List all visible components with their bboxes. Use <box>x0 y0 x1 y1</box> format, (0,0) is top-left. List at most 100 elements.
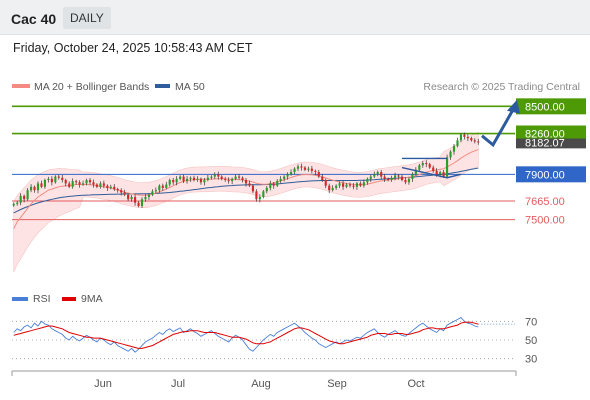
candle-body <box>33 186 36 191</box>
candle-body <box>130 197 133 200</box>
ma20-legend-swatch <box>12 84 30 88</box>
candle-body <box>335 185 338 188</box>
bollinger-band <box>13 132 479 273</box>
header-bar: Cac 40 DAILY <box>0 0 590 35</box>
candle-body <box>23 195 26 200</box>
candle-body <box>473 140 476 142</box>
report-datetime: Friday, October 24, 2025 10:58:43 AM CET <box>13 41 253 55</box>
candle-body <box>220 176 223 179</box>
candle-body <box>477 141 480 143</box>
month-label-Jul: Jul <box>171 378 185 390</box>
candle-body <box>289 172 293 175</box>
candle-body <box>366 178 369 183</box>
candle-body <box>418 165 421 170</box>
candle-body <box>269 183 272 188</box>
candle-body <box>258 197 261 200</box>
candle-body <box>393 175 397 178</box>
candle-body <box>428 164 431 168</box>
rsi-legend-label: RSI <box>33 293 51 305</box>
candle-body <box>425 163 428 165</box>
candle-body <box>466 136 469 139</box>
candle-body <box>68 183 71 187</box>
current-price-label: 8182.07 <box>525 137 565 149</box>
rsi-tick-50: 50 <box>525 335 537 347</box>
candle-body <box>303 167 307 170</box>
month-label-Oct: Oct <box>407 378 424 390</box>
candle-body <box>161 185 164 188</box>
level-label-7500.00: 7500.00 <box>525 215 565 227</box>
candle-body <box>231 178 234 182</box>
candle-body <box>331 187 334 191</box>
candle-body <box>439 172 442 175</box>
month-label-Aug: Aug <box>251 378 271 390</box>
candle-body <box>133 197 137 203</box>
candle-body <box>251 185 255 192</box>
credit-text: Research © 2025 Trading Central <box>423 81 580 93</box>
candle-body <box>43 180 47 187</box>
month-label-Sep: Sep <box>327 378 347 390</box>
candle-body <box>328 185 331 191</box>
candle-body <box>78 182 81 185</box>
candle-body <box>432 167 435 171</box>
candle-body <box>123 192 126 195</box>
candle-body <box>120 190 123 193</box>
ma50-legend-swatch <box>155 84 170 88</box>
level-label-7665.00: 7665.00 <box>525 196 565 208</box>
candle-body <box>189 177 192 179</box>
candle-body <box>411 174 414 179</box>
instrument-title: Cac 40 <box>11 11 57 27</box>
candle-body <box>213 174 216 177</box>
candle-body <box>387 178 390 180</box>
candle-body <box>421 163 424 166</box>
rsi-ma-legend-swatch <box>62 297 76 301</box>
candle-body <box>265 187 268 192</box>
candle-body <box>217 174 220 177</box>
candle-body <box>459 134 463 141</box>
candle-body <box>234 176 237 179</box>
tab-daily[interactable]: DAILY <box>63 7 111 29</box>
candle-body <box>310 168 313 171</box>
candle-body <box>175 178 178 183</box>
candle-body <box>92 182 95 185</box>
candle-body <box>88 180 92 183</box>
candle-body <box>248 183 251 186</box>
rsi-legend-swatch <box>12 297 28 301</box>
candle-body <box>359 183 362 186</box>
rsi-ma-line <box>13 321 479 349</box>
candle-body <box>470 138 473 141</box>
candle-body <box>279 178 282 182</box>
level-tag-7900.00 <box>516 166 586 183</box>
candle-body <box>241 177 244 180</box>
candle-body <box>109 186 112 188</box>
candle-body <box>414 169 417 175</box>
candle-body <box>463 134 466 137</box>
candle-body <box>127 194 130 200</box>
candle-body <box>151 191 154 195</box>
candle-body <box>50 178 53 183</box>
pattern-lower-line <box>401 166 462 179</box>
candle-body <box>452 146 456 152</box>
chart-legend: MA 20 + Bollinger Bands MA 50 Research ©… <box>12 81 580 93</box>
candle-body <box>255 191 258 200</box>
candle-body <box>321 176 324 180</box>
candle-body <box>456 140 459 146</box>
candle-body <box>210 176 213 178</box>
level-label-overlay: 8260.00 <box>525 129 565 141</box>
candle-body <box>369 176 372 179</box>
ma50-legend-label: MA 50 <box>175 81 205 93</box>
level-tag-overlay <box>516 125 586 139</box>
candle-body <box>12 203 15 206</box>
candle-body <box>390 177 393 180</box>
current-price-tag <box>516 136 586 149</box>
candle-body <box>373 174 376 177</box>
candle-body <box>362 182 365 186</box>
candle-body <box>272 183 275 186</box>
ma20-legend-label: MA 20 + Bollinger Bands <box>34 81 149 93</box>
candle-body <box>102 183 105 186</box>
month-label-Jun: Jun <box>94 378 112 390</box>
candle-body <box>314 170 317 173</box>
candle-body <box>85 180 88 184</box>
candle-body <box>196 178 199 180</box>
candle-body <box>16 202 19 204</box>
candle-body <box>300 166 303 168</box>
